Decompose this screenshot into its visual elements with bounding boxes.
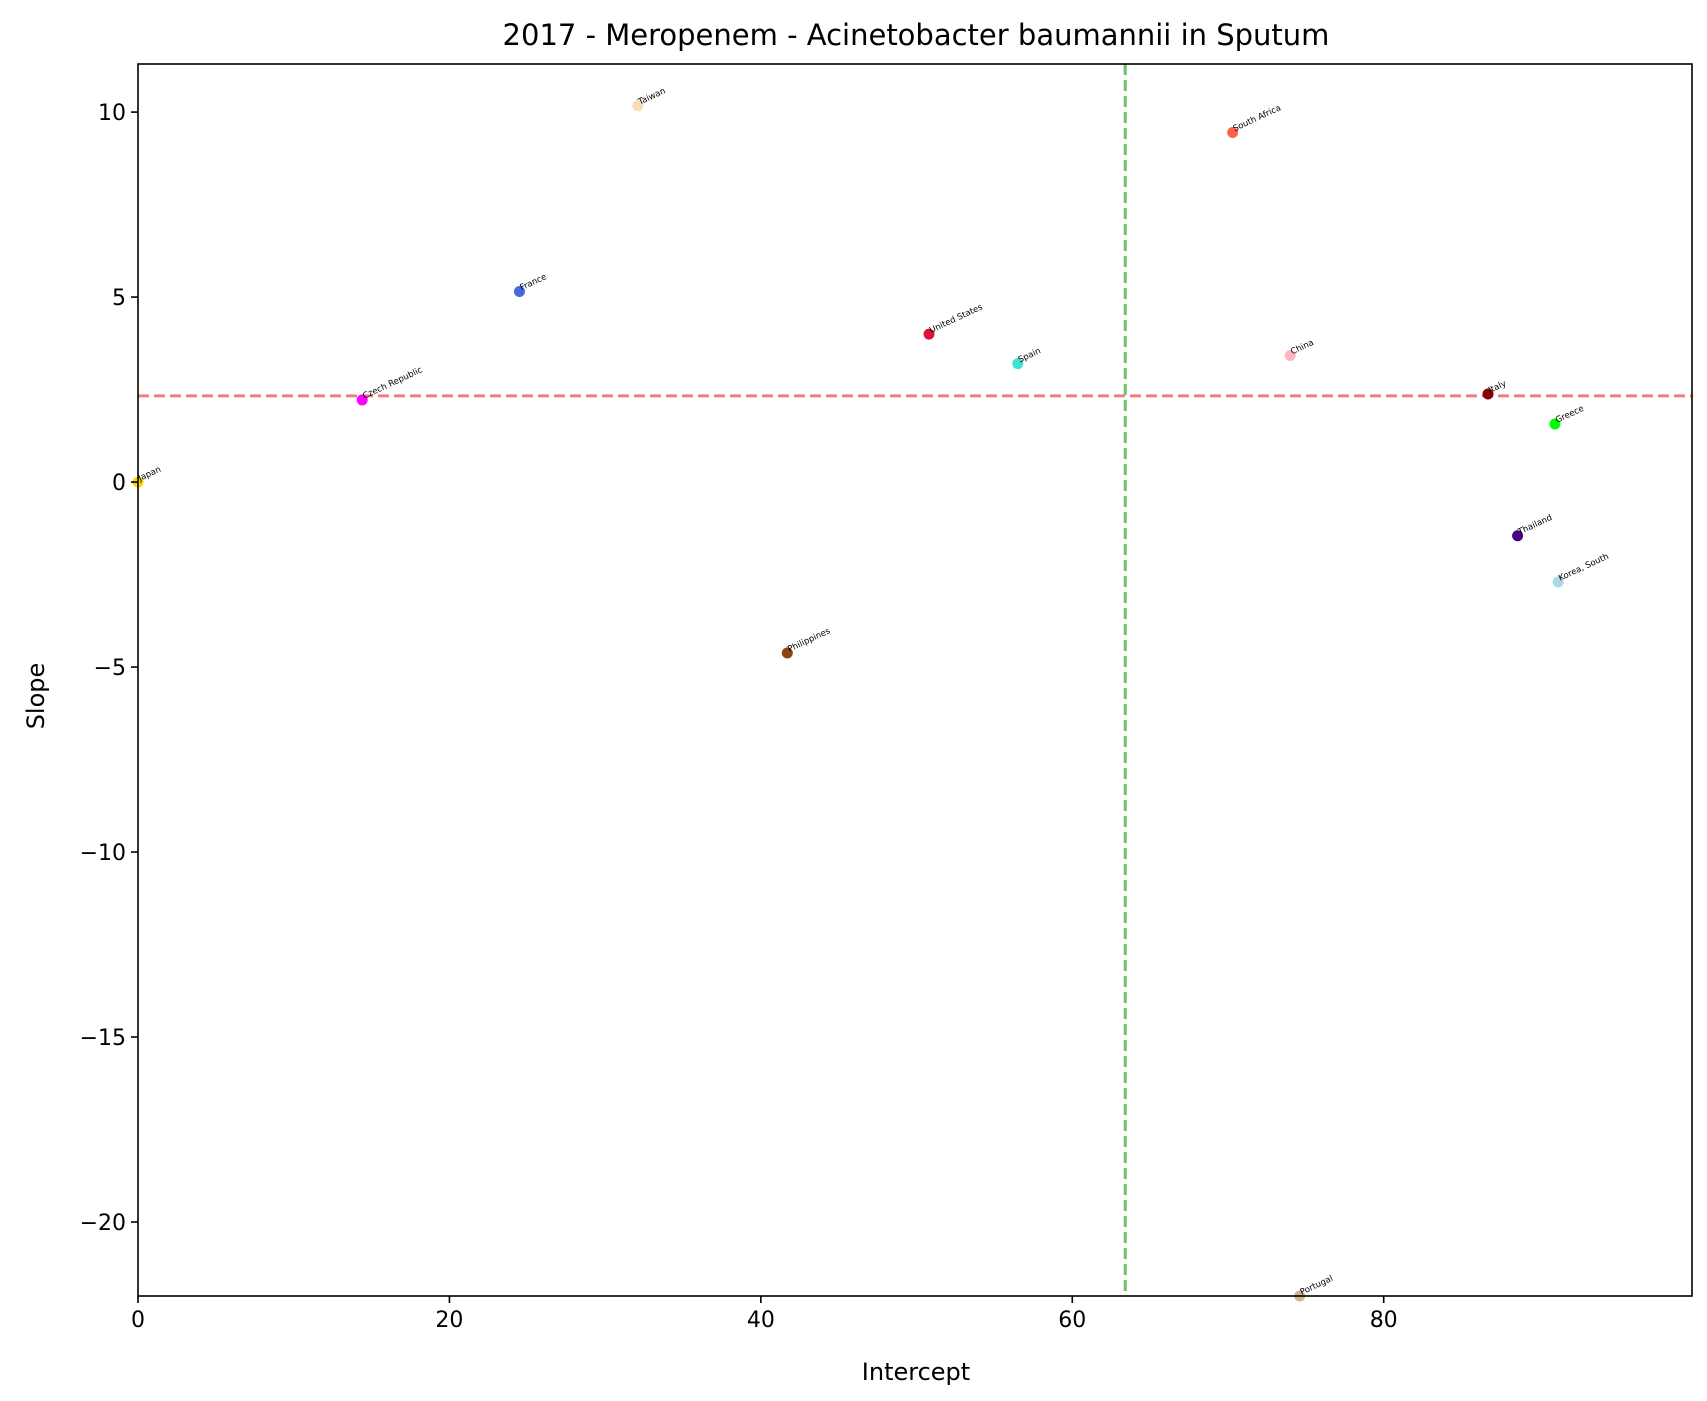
y-tick-label: −20 [80,1211,126,1236]
data-point-label: Korea, South [1557,552,1610,584]
data-point-label: South Africa [1232,103,1283,134]
data-point-label: Italy [1487,379,1508,396]
data-point [1482,388,1494,400]
y-axis-label: Slope [22,663,50,730]
plot-frame [137,63,1693,1297]
x-tick-label: 60 [1058,1308,1086,1333]
y-tick-label: 10 [98,101,126,126]
data-point [513,286,525,298]
data-point [1512,530,1524,542]
y-tick-label: −10 [80,841,126,866]
data-point-label: United States [928,302,985,336]
data-point-label: France [519,272,549,293]
data-point-label: Japan [136,465,163,485]
x-tick-label: 0 [131,1308,145,1333]
data-point-label: Portugal [1299,1274,1335,1298]
data-point [781,647,793,659]
data-point-label: China [1289,338,1315,357]
data-point-label: Spain [1017,346,1043,365]
data-point [1012,358,1024,370]
data-point [632,100,644,112]
data-point [1552,576,1564,588]
data-point [923,328,935,340]
y-tick-label: 5 [112,286,126,311]
data-point [1284,350,1296,362]
x-tick-label: 20 [435,1308,463,1333]
y-tick-label: −15 [80,1026,126,1051]
data-point-label: Thailand [1516,513,1554,538]
data-point [356,394,368,406]
x-tick-label: 80 [1370,1308,1398,1333]
data-point-label: Greece [1554,404,1586,426]
y-tick-label: 0 [112,471,126,496]
data-point [1549,418,1561,430]
data-point-label: Philippines [786,626,832,655]
chart-title: 2017 - Meropenem - Acinetobacter baumann… [503,18,1330,52]
data-point-label: Taiwan [636,86,667,108]
x-axis-label: Intercept [862,1358,970,1386]
data-point [1227,126,1239,138]
x-tick-label: 40 [747,1308,775,1333]
y-tick-label: −5 [94,656,126,681]
